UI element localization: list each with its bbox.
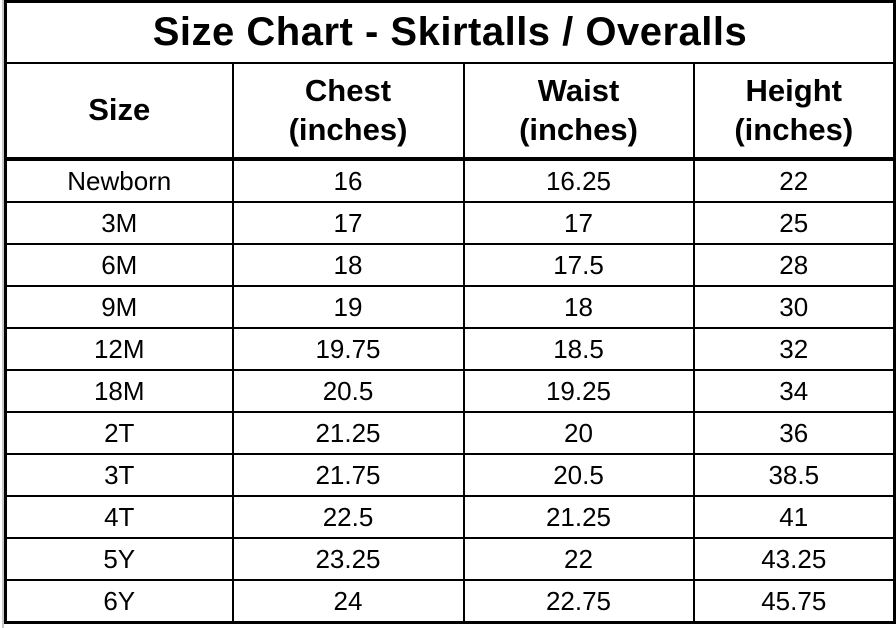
cell-chest: 19.75 (231, 327, 465, 371)
cell-waist: 19.25 (462, 369, 695, 413)
col-header-chest-label: Chest (304, 72, 392, 108)
cell-size: 6M (4, 243, 234, 287)
cell-height: 32 (692, 327, 896, 371)
col-header-waist-label: Waist (537, 72, 620, 108)
table-row: 18M 20.5 19.25 34 (4, 369, 896, 413)
table-row: 5Y 23.25 22 43.25 (4, 537, 896, 581)
cell-waist: 17.5 (462, 243, 695, 287)
col-header-size: Size (4, 62, 234, 161)
cell-chest: 24 (231, 579, 465, 624)
col-header-waist-unit: (inches) (519, 111, 638, 147)
cell-chest: 17 (231, 201, 465, 245)
col-header-chest: Chest (inches) (231, 62, 465, 161)
cell-waist: 22 (462, 537, 695, 581)
page-title: Size Chart - Skirtalls / Overalls (4, 0, 896, 64)
cell-chest: 20.5 (231, 369, 465, 413)
cell-waist: 17 (462, 201, 695, 245)
cell-size: 12M (4, 327, 234, 371)
cell-waist: 16.25 (462, 158, 695, 203)
col-header-height-unit: (inches) (734, 111, 854, 147)
col-header-height-label: Height (745, 72, 842, 108)
table-row: 2T 21.25 20 36 (4, 411, 896, 455)
cell-height: 41 (692, 495, 896, 539)
title-row: Size Chart - Skirtalls / Overalls (4, 0, 896, 64)
cell-height: 36 (692, 411, 896, 455)
table-row: 6M 18 17.5 28 (4, 243, 896, 287)
cell-waist: 21.25 (462, 495, 695, 539)
cell-size: 3T (4, 453, 234, 497)
cell-height: 43.25 (692, 537, 896, 581)
col-header-height: Height (inches) (692, 62, 896, 161)
cell-waist: 22.75 (462, 579, 695, 624)
header-row: Size Chest (inches) Waist (inches) Heigh… (4, 62, 896, 161)
cell-chest: 16 (231, 158, 465, 203)
col-header-chest-unit: (inches) (288, 111, 408, 147)
cell-waist: 18.5 (462, 327, 695, 371)
cell-size: 4T (4, 495, 234, 539)
cell-chest: 21.25 (231, 411, 465, 455)
cell-chest: 23.25 (231, 537, 465, 581)
cell-chest: 18 (231, 243, 465, 287)
screenshot-edge-line (2, 0, 4, 628)
cell-size: 18M (4, 369, 234, 413)
cell-size: 3M (4, 201, 234, 245)
col-header-waist: Waist (inches) (462, 62, 695, 161)
table-row: 3T 21.75 20.5 38.5 (4, 453, 896, 497)
size-chart-table: Size Chart - Skirtalls / Overalls Size C… (4, 0, 896, 624)
cell-chest: 19 (231, 285, 465, 329)
cell-height: 38.5 (692, 453, 896, 497)
col-header-size-label: Size (88, 92, 151, 128)
table-row: Newborn 16 16.25 22 (4, 158, 896, 203)
cell-chest: 22.5 (231, 495, 465, 539)
cell-height: 25 (692, 201, 896, 245)
cell-size: 9M (4, 285, 234, 329)
table-row: 4T 22.5 21.25 41 (4, 495, 896, 539)
cell-size: 2T (4, 411, 234, 455)
size-table-body: Newborn 16 16.25 22 3M 17 17 25 6M 18 17.5 28 9M 19 18… (4, 158, 896, 624)
cell-size: 5Y (4, 537, 234, 581)
table-row: 3M 17 17 25 (4, 201, 896, 245)
cell-size: 6Y (4, 579, 234, 624)
table-row: 6Y 24 22.75 45.75 (4, 579, 896, 624)
cell-waist: 18 (462, 285, 695, 329)
cell-height: 30 (692, 285, 896, 329)
table-row: 12M 19.75 18.5 32 (4, 327, 896, 371)
table-row: 9M 19 18 30 (4, 285, 896, 329)
cell-height: 45.75 (692, 579, 896, 624)
cell-height: 22 (692, 158, 896, 203)
cell-height: 28 (692, 243, 896, 287)
cell-waist: 20.5 (462, 453, 695, 497)
cell-waist: 20 (462, 411, 695, 455)
cell-size: Newborn (4, 158, 234, 203)
cell-height: 34 (692, 369, 896, 413)
cell-chest: 21.75 (231, 453, 465, 497)
